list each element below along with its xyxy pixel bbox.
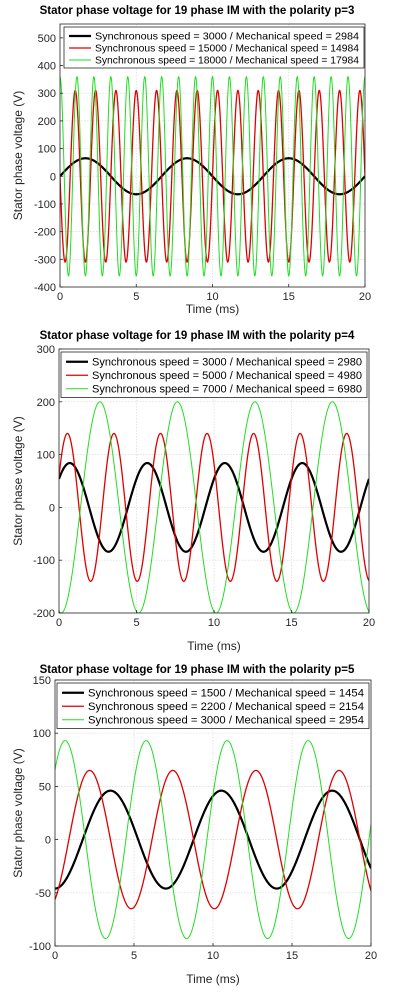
series-line-0 (59, 461, 369, 553)
y-tick-label: 300 (38, 88, 56, 100)
x-tick-label: 10 (206, 291, 218, 303)
series-line-1 (55, 769, 371, 910)
chart-title: Stator phase voltage for 19 phase IM wit… (40, 330, 355, 342)
legend-entry: Synchronous speed = 18000 / Mechanical s… (95, 56, 359, 67)
x-tick-label: 10 (208, 617, 220, 629)
legend-entry: Synchronous speed = 15000 / Mechanical s… (95, 44, 359, 55)
legend-box (63, 26, 365, 69)
chart-title: Stator phase voltage for 19 phase IM wit… (40, 5, 355, 17)
y-tick-label: -50 (35, 888, 51, 900)
chart-panel-p5: 0 5 10 15 20 -100 -50 0 50 100 150 Time (ms) Stator … (0, 660, 394, 989)
legend-entry: Synchronous speed = 3000 / Mechanical sp… (88, 714, 364, 726)
chart-title: Stator phase voltage for 19 phase IM wit… (40, 664, 355, 676)
series-line-1 (60, 89, 365, 263)
x-tick-label: 20 (363, 617, 375, 629)
chart-panel-p3: 0 5 10 15 20 -400 -300 -200 -100 0 100 200 300 400 500… (0, 0, 394, 320)
x-axis-label: Time (ms) (187, 639, 241, 653)
y-tick-label: -100 (34, 199, 56, 211)
series-line-2 (55, 740, 371, 940)
y-tick-label: 200 (37, 397, 55, 409)
x-tick-label: 15 (283, 291, 295, 303)
y-tick-label: 0 (49, 502, 55, 514)
chart-p5: 0 5 10 15 20 -100 -50 0 50 100 150 Time (ms) Stator … (11, 664, 377, 986)
y-axis-label: Stator phase voltage (V) (11, 748, 25, 877)
y-tick-label: 100 (33, 728, 51, 740)
y-axis-label: Stator phase voltage (V) (11, 416, 25, 545)
x-tick-label: 20 (359, 291, 371, 303)
x-tick-label: 0 (52, 950, 58, 962)
chart-panel-p4: 0 5 10 15 20 -200 -100 0 100 200 300 Time (ms) Stato… (0, 325, 394, 655)
y-tick-label: 100 (37, 450, 55, 462)
y-tick-label: 400 (38, 61, 56, 73)
x-axis-label: Time (ms) (186, 302, 240, 316)
y-tick-label: -100 (29, 941, 51, 953)
legend-entry: Synchronous speed = 5000 / Mechanical sp… (92, 370, 362, 382)
y-tick-label: -200 (34, 227, 56, 239)
x-tick-label: 15 (285, 617, 297, 629)
x-tick-label: 5 (131, 950, 137, 962)
y-tick-label: 150 (33, 675, 51, 687)
legend-box (60, 351, 368, 398)
y-tick-label: 200 (38, 116, 56, 128)
y-tick-label: 0 (50, 171, 56, 183)
series-line-2 (60, 76, 365, 277)
y-axis-label: Stator phase voltage (V) (11, 91, 25, 220)
y-tick-label: 500 (38, 33, 56, 45)
x-tick-label: 10 (207, 950, 219, 962)
legend-entry: Synchronous speed = 3000 / Mechanical sp… (92, 356, 362, 368)
legend-entry: Synchronous speed = 7000 / Mechanical sp… (92, 383, 362, 395)
y-tick-label: -200 (33, 608, 55, 620)
y-tick-label: 100 (38, 144, 56, 156)
x-tick-label: 15 (286, 950, 298, 962)
y-tick-label: 50 (39, 781, 51, 793)
x-tick-label: 5 (133, 291, 139, 303)
x-tick-label: 0 (57, 291, 63, 303)
y-tick-label: -400 (34, 282, 56, 294)
legend-entry: Synchronous speed = 2200 / Mechanical sp… (88, 701, 364, 713)
x-axis-label: Time (ms) (186, 972, 240, 986)
legend-box (56, 682, 370, 729)
x-tick-label: 5 (133, 617, 139, 629)
chart-p3: 0 5 10 15 20 -400 -300 -200 -100 0 100 200 300 400 500… (11, 5, 371, 316)
y-tick-label: -300 (34, 254, 56, 266)
chart-p4: 0 5 10 15 20 -200 -100 0 100 200 300 Time (ms) Stato… (11, 330, 375, 653)
y-tick-label: -100 (33, 555, 55, 567)
x-tick-label: 0 (56, 617, 62, 629)
y-tick-label: 300 (37, 344, 55, 356)
legend-entry: Synchronous speed = 3000 / Mechanical sp… (95, 32, 359, 43)
y-tick-label: 0 (45, 835, 51, 847)
legend-entry: Synchronous speed = 1500 / Mechanical sp… (88, 687, 364, 699)
x-tick-label: 20 (365, 950, 377, 962)
